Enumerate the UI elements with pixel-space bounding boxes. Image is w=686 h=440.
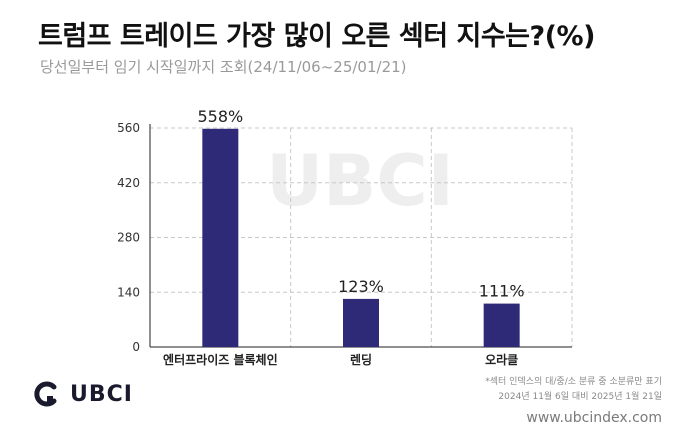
footnote: *섹터 인덱스의 대/중/소 분류 중 소분류만 표기 — [485, 377, 662, 387]
y-tick-label: 420 — [117, 176, 140, 190]
website-link[interactable]: www.ubcindex.com — [526, 410, 662, 426]
x-category-label: 렌딩 — [350, 352, 372, 367]
bar-1 — [202, 128, 239, 347]
bar-value-label: 123% — [338, 277, 384, 296]
logo-text: UBCI — [70, 381, 133, 407]
ubci-logo-icon — [34, 381, 57, 407]
date-range-note: 2024년 11월 6일 대비 2025년 1월 21일 — [498, 392, 662, 402]
bar-value-label: 558% — [197, 107, 243, 126]
x-category-label: 엔터프라이즈 블록체인 — [163, 352, 278, 367]
x-category-label: 오라클 — [485, 352, 518, 367]
bar-2 — [343, 298, 379, 347]
bar-3 — [483, 303, 520, 347]
y-tick-label: 0 — [132, 340, 140, 354]
chart-title: 트럼프 트레이드 가장 많이 오른 섹터 지수는?(%) — [38, 21, 595, 52]
y-tick-label: 560 — [117, 121, 140, 135]
y-tick-label: 140 — [117, 285, 140, 299]
y-tick-label: 280 — [117, 231, 140, 245]
bar-value-label: 111% — [479, 282, 525, 301]
chart-subtitle: 당선일부터 임기 시작일까지 조회(24/11/06~25/01/21) — [40, 58, 407, 76]
watermark-text: UBCI — [266, 140, 454, 222]
ubci-logo: UBCI — [32, 378, 133, 410]
